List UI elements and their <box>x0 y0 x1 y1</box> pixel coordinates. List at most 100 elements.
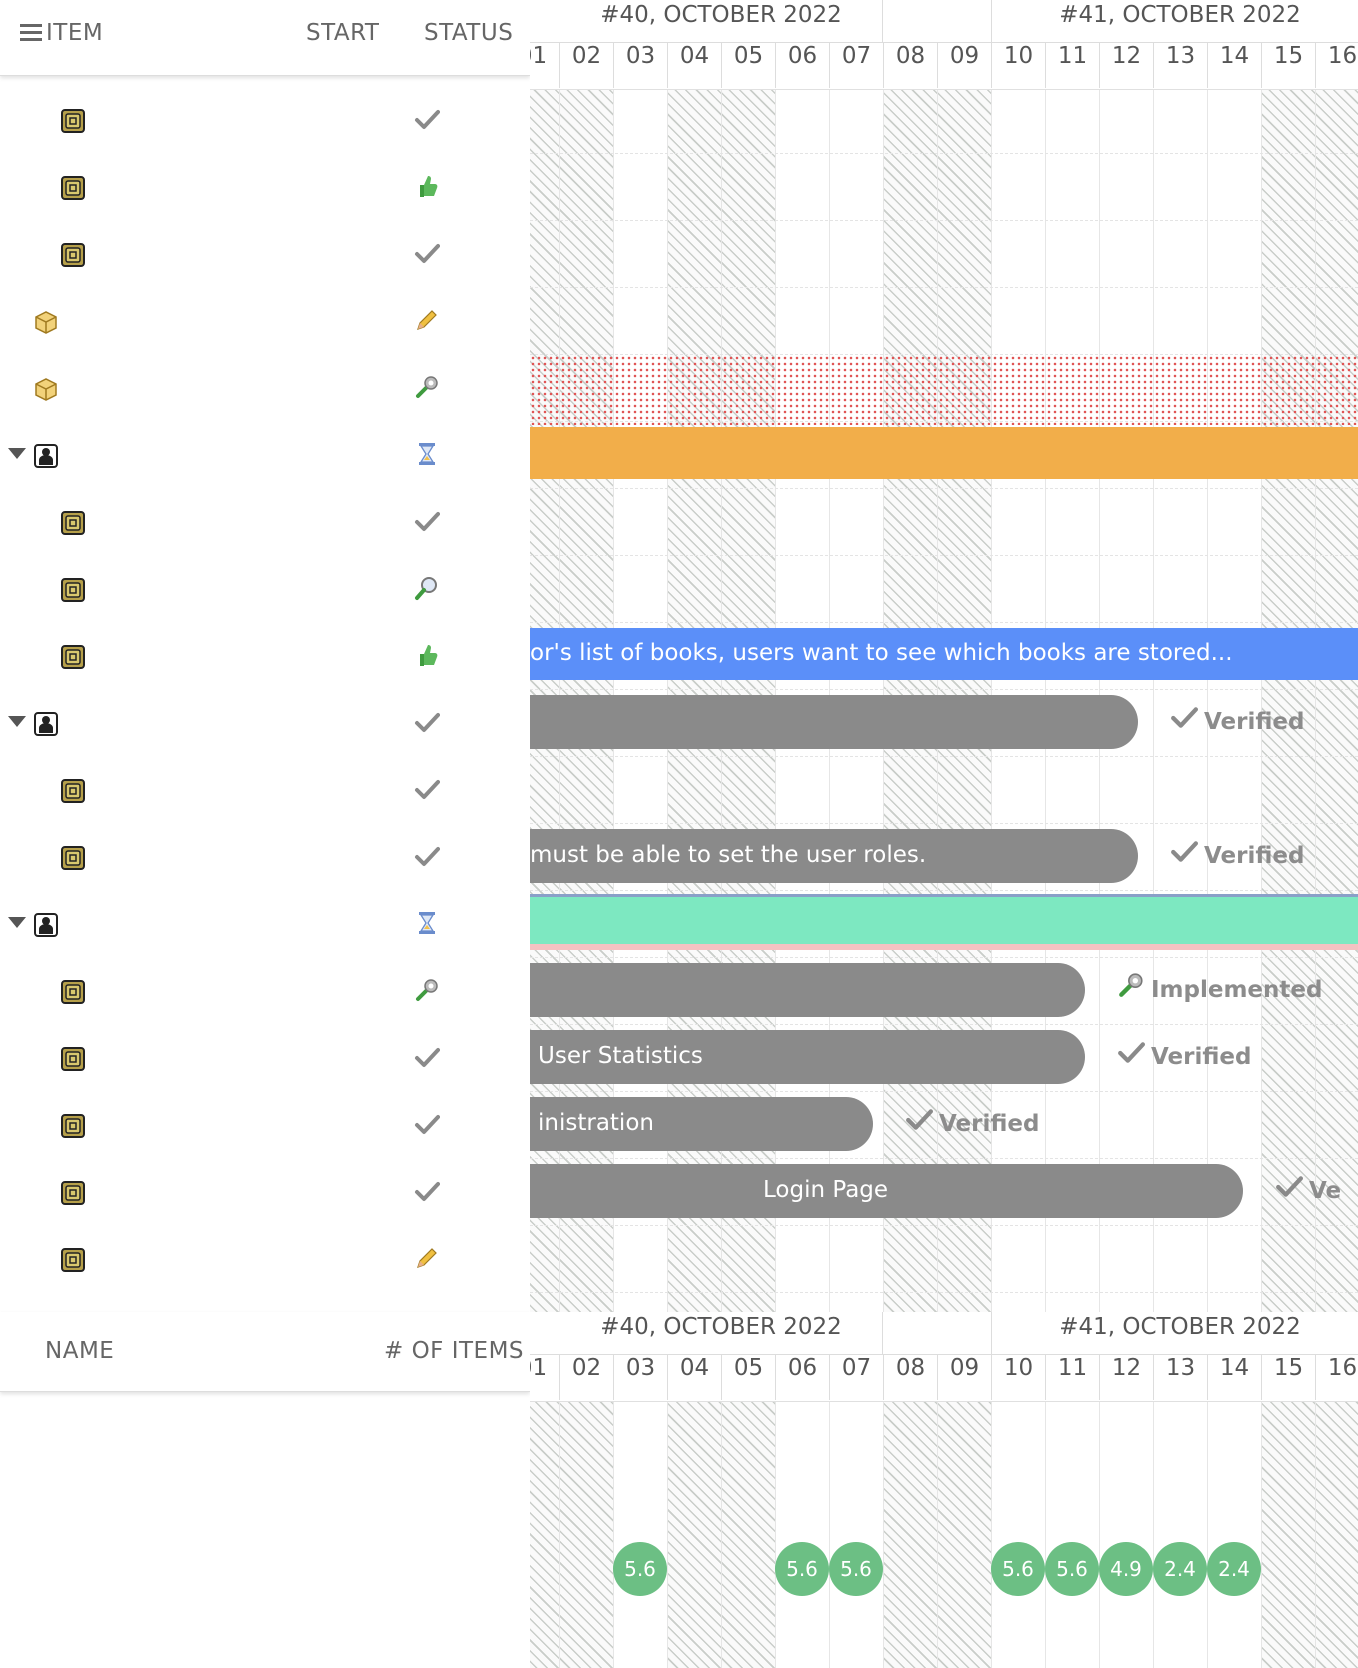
resource-row[interactable] <box>0 1536 530 1604</box>
requirement-icon <box>60 1046 86 1072</box>
row-divider <box>530 622 1358 623</box>
day-column <box>1045 1402 1099 1668</box>
day-column <box>1207 1402 1261 1668</box>
row-divider <box>530 1225 1358 1226</box>
day-label: 12 <box>1099 42 1153 88</box>
day-label: 02 <box>559 1354 613 1400</box>
epic-icon <box>33 912 59 938</box>
requirement-icon <box>60 175 86 201</box>
task-bar[interactable] <box>530 695 1138 749</box>
task-bar[interactable]: Login Page <box>530 1164 1243 1218</box>
grid-row[interactable] <box>0 823 530 891</box>
epic-bar[interactable] <box>530 894 1358 950</box>
task-bar[interactable]: User Statistics <box>530 1030 1085 1084</box>
day-label: 06 <box>775 42 829 88</box>
row-divider <box>530 1158 1358 1159</box>
task-bar[interactable]: or's list of books, users want to see wh… <box>530 628 1358 680</box>
column-header-name[interactable]: NAME <box>45 1338 115 1364</box>
release-icon <box>33 309 59 335</box>
requirement-icon <box>60 510 86 536</box>
workload-bubble[interactable]: 4.9 <box>1099 1542 1153 1596</box>
workload-bubble[interactable]: 2.4 <box>1207 1542 1261 1596</box>
day-label: 08 <box>883 1354 937 1400</box>
column-header-status[interactable]: STATUS <box>424 20 514 46</box>
requirement-icon <box>60 108 86 134</box>
grid-row[interactable] <box>0 86 530 154</box>
column-header-count[interactable]: # OF ITEMS <box>384 1338 525 1364</box>
resource-header: NAME # OF ITEMS <box>0 1312 530 1392</box>
weekend-column <box>559 1402 613 1668</box>
epic-bar[interactable] <box>530 427 1358 479</box>
menu-icon[interactable] <box>20 24 42 42</box>
grid-row[interactable] <box>0 622 530 690</box>
resource-row[interactable] <box>0 1469 530 1537</box>
thumbs-up-icon <box>414 642 440 668</box>
bar-status-label: Verified <box>939 1111 1040 1137</box>
day-label: 09 <box>937 1354 991 1400</box>
row-divider <box>530 689 1358 690</box>
expand-toggle-icon[interactable] <box>8 448 26 459</box>
workload-bubble[interactable]: 5.6 <box>613 1542 667 1596</box>
check-icon <box>414 508 440 534</box>
wrench-icon <box>414 977 440 1003</box>
day-column <box>1207 90 1261 1312</box>
grid-row[interactable] <box>0 488 530 556</box>
row-divider <box>530 488 1358 489</box>
resource-row[interactable] <box>0 1603 530 1668</box>
weekend-column <box>883 1402 937 1668</box>
grid-row[interactable] <box>0 555 530 623</box>
check-icon <box>414 240 440 266</box>
workload-chart[interactable]: 2#40, OCTOBER 2022#41, OCTOBER 202201020… <box>530 1312 1358 1668</box>
grid-row[interactable] <box>0 153 530 221</box>
row-divider <box>530 220 1358 221</box>
day-label: 10 <box>991 1354 1045 1400</box>
weekend-column <box>530 1402 559 1668</box>
grid-row[interactable] <box>0 354 530 422</box>
gantt-chart[interactable]: 2#40, OCTOBER 2022#41, OCTOBER 202201020… <box>530 0 1358 1312</box>
column-header-start[interactable]: START <box>306 20 380 46</box>
grid-row[interactable] <box>0 1024 530 1092</box>
day-label: 05 <box>721 42 775 88</box>
release-bar[interactable] <box>530 355 1358 425</box>
day-column <box>775 1402 829 1668</box>
bar-text: Login Page <box>763 1177 889 1203</box>
task-bar[interactable] <box>530 963 1085 1017</box>
row-divider <box>530 1024 1358 1025</box>
day-label: 07 <box>829 42 883 88</box>
workload-bubble[interactable]: 5.6 <box>775 1542 829 1596</box>
grid-row[interactable] <box>0 1091 530 1159</box>
day-label: 12 <box>1099 1354 1153 1400</box>
bar-text: inistration <box>538 1110 654 1136</box>
check-icon <box>1275 1172 1303 1200</box>
weekend-column <box>667 1402 721 1668</box>
grid-row[interactable] <box>0 957 530 1025</box>
week-label: #41, OCTOBER 2022 <box>1059 1314 1301 1340</box>
bar-status-label: Implemented <box>1151 977 1323 1003</box>
task-bar[interactable]: must be able to set the user roles. <box>530 829 1138 883</box>
bar-status-label: Verified <box>1204 709 1305 735</box>
day-label: 11 <box>1045 1354 1099 1400</box>
grid-row[interactable] <box>0 689 530 757</box>
resource-row[interactable] <box>0 1402 530 1470</box>
grid-row[interactable] <box>0 1225 530 1293</box>
grid-row[interactable] <box>0 421 530 489</box>
requirement-icon <box>60 979 86 1005</box>
grid-row[interactable] <box>0 756 530 824</box>
expand-toggle-icon[interactable] <box>8 917 26 928</box>
grid-row[interactable] <box>0 220 530 288</box>
grid-row[interactable] <box>0 890 530 958</box>
workload-bubble[interactable]: 2.4 <box>1153 1542 1207 1596</box>
expand-toggle-icon[interactable] <box>8 716 26 727</box>
task-bar[interactable]: inistration <box>530 1097 873 1151</box>
weekend-column <box>1261 90 1315 1312</box>
item-grid: ITEM START STATUS <box>0 0 530 1312</box>
workload-bubble[interactable]: 5.6 <box>991 1542 1045 1596</box>
grid-row[interactable] <box>0 287 530 355</box>
requirement-icon <box>60 845 86 871</box>
bar-text: must be able to set the user roles. <box>530 842 927 868</box>
column-header-item[interactable]: ITEM <box>46 20 104 46</box>
check-icon <box>905 1105 933 1133</box>
grid-row[interactable] <box>0 1158 530 1226</box>
workload-bubble[interactable]: 5.6 <box>829 1542 883 1596</box>
workload-bubble[interactable]: 5.6 <box>1045 1542 1099 1596</box>
